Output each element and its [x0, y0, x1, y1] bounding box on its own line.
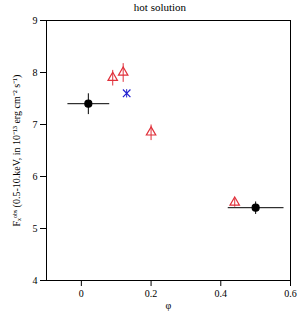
svg-text:0.4: 0.4 — [215, 288, 228, 299]
svg-text:Fₓᵒᵇˢ (0.5-10.keV, in 10⁻¹³ er: Fₓᵒᵇˢ (0.5-10.keV, in 10⁻¹³ erg cm⁻² s⁻¹… — [11, 75, 23, 227]
svg-text:4: 4 — [33, 275, 38, 286]
svg-text:9: 9 — [33, 15, 38, 26]
svg-text:0.2: 0.2 — [145, 288, 158, 299]
svg-text:0: 0 — [79, 288, 84, 299]
svg-text:5: 5 — [33, 223, 38, 234]
svg-text:6: 6 — [33, 171, 38, 182]
svg-text:0.6: 0.6 — [284, 288, 297, 299]
svg-text:8: 8 — [33, 67, 38, 78]
svg-text:7: 7 — [33, 119, 38, 130]
svg-text:φ: φ — [166, 300, 172, 311]
html-text:hot solution: hot solution — [133, 1, 187, 13]
